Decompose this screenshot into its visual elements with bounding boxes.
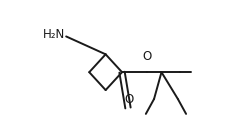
Text: H₂N: H₂N <box>42 28 65 41</box>
Text: O: O <box>142 50 151 63</box>
Text: O: O <box>124 93 133 106</box>
